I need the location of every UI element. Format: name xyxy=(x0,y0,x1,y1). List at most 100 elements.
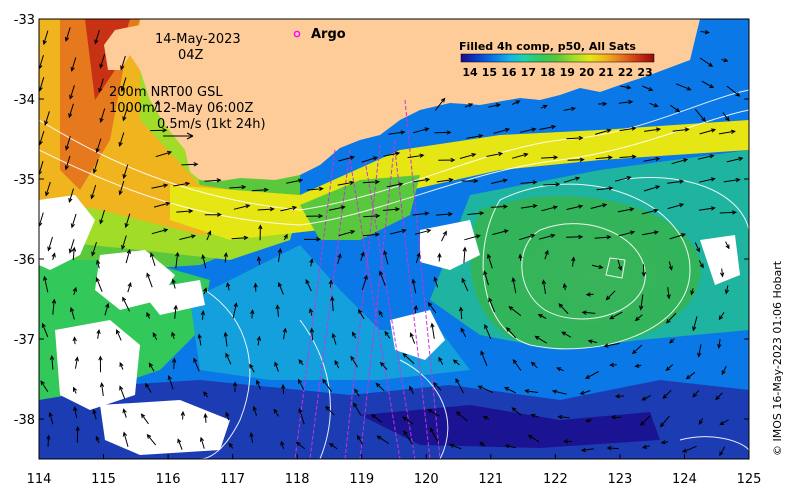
current-arrow xyxy=(407,153,425,159)
current-arrow xyxy=(694,242,700,253)
credit-label: © IMOS 16-May-2023 01:06 Hobart xyxy=(771,260,784,456)
current-arrow xyxy=(96,328,101,339)
current-arrow xyxy=(566,234,584,240)
current-arrow xyxy=(325,405,335,416)
current-arrow xyxy=(199,436,205,449)
current-arrow xyxy=(146,433,157,446)
current-arrow xyxy=(668,261,673,271)
current-arrow xyxy=(699,57,714,67)
current-arrow xyxy=(700,29,710,35)
current-arrow xyxy=(197,333,202,346)
current-arrow xyxy=(337,253,342,265)
current-arrow xyxy=(563,176,581,183)
current-arrow xyxy=(620,85,632,90)
current-arrow xyxy=(561,331,572,338)
current-arrow xyxy=(361,274,368,291)
current-arrow xyxy=(585,418,593,423)
current-arrow xyxy=(231,235,249,241)
current-arrow xyxy=(436,177,454,183)
current-arrow xyxy=(437,252,442,262)
colorbar-tick-label: 15 xyxy=(482,66,497,79)
current-arrow xyxy=(402,416,414,425)
current-arrow xyxy=(412,211,430,216)
current-arrow xyxy=(249,363,255,373)
current-arrow xyxy=(122,106,128,122)
current-arrow xyxy=(226,281,231,291)
current-arrow xyxy=(370,414,382,423)
current-arrow xyxy=(537,313,547,319)
current-arrow xyxy=(519,127,537,133)
current-arrow xyxy=(441,230,447,242)
current-arrow xyxy=(719,210,737,215)
current-arrow xyxy=(146,311,151,319)
current-arrow xyxy=(280,440,285,450)
current-arrow xyxy=(303,237,322,242)
current-arrow xyxy=(338,155,356,162)
current-arrow xyxy=(99,382,105,396)
lat-tick-label: -38 xyxy=(14,413,35,428)
current-arrow xyxy=(619,154,637,159)
current-arrow xyxy=(669,233,687,240)
current-arrow xyxy=(665,312,677,324)
current-arrow xyxy=(541,279,547,294)
current-arrow xyxy=(252,405,257,417)
current-arrow xyxy=(631,344,643,355)
current-arrow xyxy=(726,156,744,163)
current-arrow xyxy=(99,108,106,123)
lon-tick-label: 122 xyxy=(543,472,568,487)
current-arrow xyxy=(519,233,536,241)
current-arrow xyxy=(256,379,261,390)
current-arrow xyxy=(458,306,464,320)
current-arrow xyxy=(257,207,275,212)
current-arrow xyxy=(384,330,391,339)
current-arrow xyxy=(594,128,612,135)
current-arrow xyxy=(152,332,158,341)
current-arrow xyxy=(580,447,594,453)
current-arrow xyxy=(95,435,100,444)
current-arrow xyxy=(334,359,340,369)
current-arrow xyxy=(464,234,481,241)
current-arrow xyxy=(94,29,100,45)
colorbar-title: Filled 4h comp, p50, All Sats xyxy=(459,40,636,53)
current-arrow xyxy=(412,127,430,134)
current-arrow xyxy=(718,312,725,321)
current-arrow xyxy=(551,389,567,395)
current-arrow xyxy=(98,355,103,373)
current-arrow xyxy=(41,322,49,338)
current-arrow xyxy=(503,387,517,394)
current-arrow xyxy=(277,247,283,263)
current-arrow xyxy=(118,132,125,147)
lon-tick-label: 119 xyxy=(349,472,374,487)
current-arrow xyxy=(504,444,517,449)
current-arrow xyxy=(51,252,56,260)
current-arrow xyxy=(511,152,529,159)
current-arrow xyxy=(119,385,126,399)
current-arrow xyxy=(104,302,110,316)
current-arrow xyxy=(64,27,71,42)
lon-tick-label: 120 xyxy=(414,472,439,487)
current-arrow xyxy=(140,413,149,425)
current-arrow xyxy=(642,230,660,236)
lat-tick-label: -36 xyxy=(14,253,35,268)
current-arrow xyxy=(350,355,358,368)
current-arrow xyxy=(48,411,54,425)
current-arrow xyxy=(201,253,207,269)
current-arrow xyxy=(167,375,174,390)
current-arrow xyxy=(120,55,126,71)
current-arrow xyxy=(435,211,454,217)
current-arrow xyxy=(403,430,414,445)
lon-tick-label: 114 xyxy=(27,472,52,487)
current-arrow xyxy=(539,124,557,130)
current-arrow xyxy=(72,286,77,295)
current-arrow xyxy=(617,259,623,271)
lat-tick-label: -33 xyxy=(14,13,35,28)
current-arrow xyxy=(432,382,442,391)
current-arrow xyxy=(605,290,616,301)
current-arrow xyxy=(430,322,435,339)
current-arrow xyxy=(538,233,556,240)
current-arrow xyxy=(534,335,547,344)
current-arrow xyxy=(388,130,406,135)
current-arrow xyxy=(232,381,238,393)
lon-tick-label: 123 xyxy=(607,472,632,487)
current-arrow xyxy=(281,383,286,395)
